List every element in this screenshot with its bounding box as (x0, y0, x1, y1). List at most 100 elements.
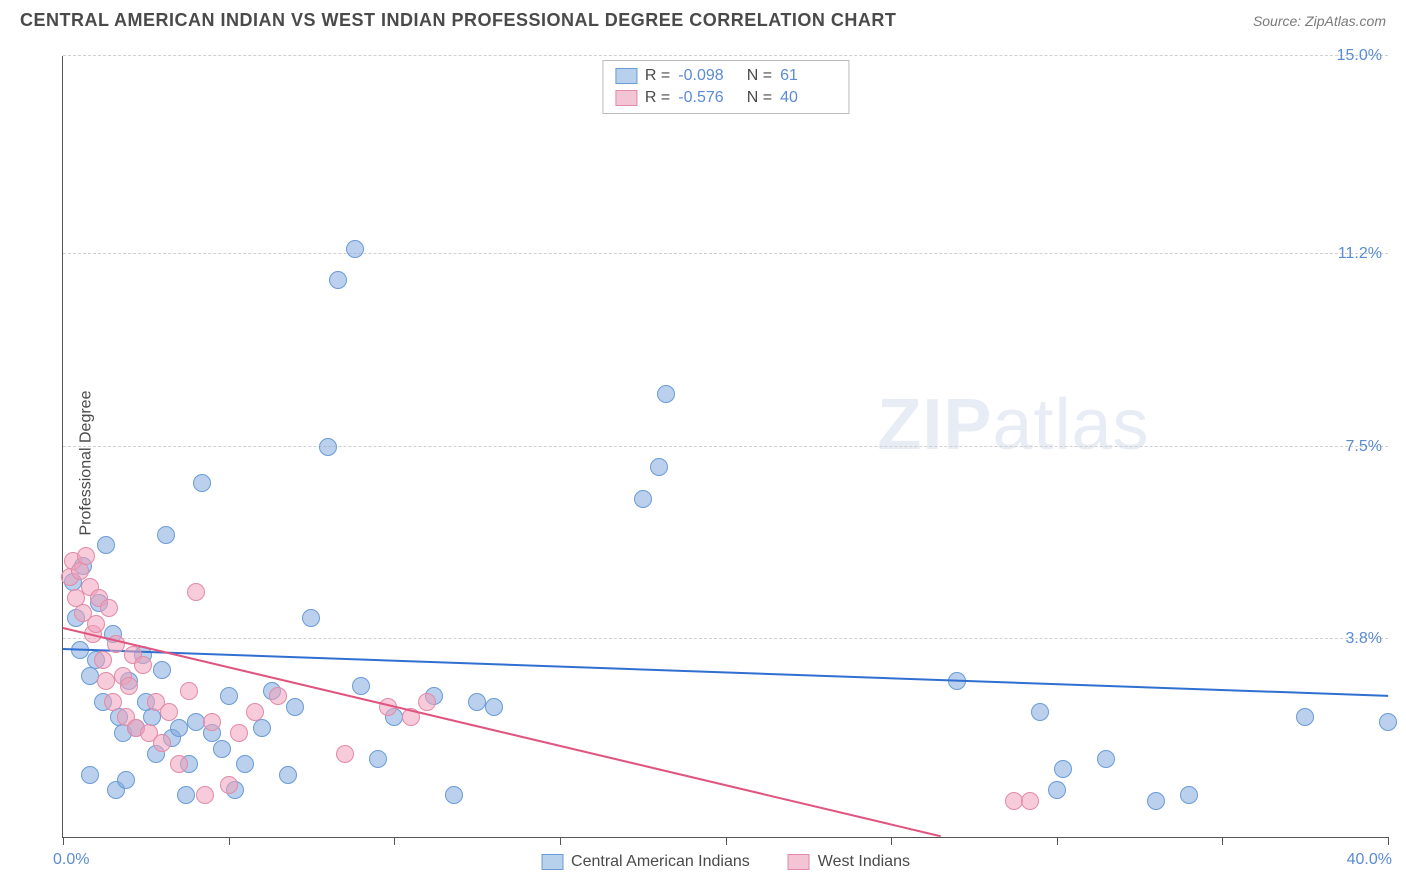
data-point (196, 786, 214, 804)
data-point (170, 755, 188, 773)
data-point (81, 766, 99, 784)
data-point (418, 693, 436, 711)
data-point (97, 672, 115, 690)
data-point (279, 766, 297, 784)
chart-area: Professional Degree ZIPatlas R = -0.098 … (20, 46, 1388, 880)
data-point (1180, 786, 1198, 804)
data-point (177, 786, 195, 804)
watermark-atlas: atlas (992, 385, 1149, 465)
x-tick (560, 837, 561, 845)
gridline (63, 55, 1388, 56)
x-axis-max-label: 40.0% (1347, 851, 1392, 869)
x-tick (1057, 837, 1058, 845)
x-tick (726, 837, 727, 845)
y-tick-label: 3.8% (1346, 630, 1382, 648)
watermark: ZIPatlas (877, 384, 1149, 466)
data-point (1147, 792, 1165, 810)
data-point (1296, 708, 1314, 726)
stat-n-label: N = (742, 67, 772, 85)
data-point (236, 755, 254, 773)
stat-n-label: N = (742, 89, 772, 107)
legend-item: Central American Indians (541, 853, 750, 871)
legend-label: West Indians (818, 853, 910, 871)
header: CENTRAL AMERICAN INDIAN VS WEST INDIAN P… (0, 0, 1406, 37)
x-tick (229, 837, 230, 845)
data-point (302, 609, 320, 627)
data-point (319, 438, 337, 456)
data-point (1379, 713, 1397, 731)
legend-label: Central American Indians (571, 853, 750, 871)
stat-r-value: -0.098 (678, 67, 734, 85)
data-point (94, 651, 112, 669)
x-tick (394, 837, 395, 845)
data-point (650, 458, 668, 476)
data-point (253, 719, 271, 737)
plot-region: ZIPatlas R = -0.098 N = 61R = -0.576 N =… (62, 56, 1388, 838)
legend-swatch (541, 854, 563, 870)
trend-line (63, 627, 941, 837)
data-point (1005, 792, 1023, 810)
data-point (246, 703, 264, 721)
legend-swatch (615, 68, 637, 84)
data-point (100, 599, 118, 617)
data-point (657, 385, 675, 403)
source-name: ZipAtlas.com (1305, 13, 1386, 29)
x-tick (1222, 837, 1223, 845)
data-point (97, 536, 115, 554)
x-tick (891, 837, 892, 845)
data-point (81, 667, 99, 685)
data-point (352, 677, 370, 695)
data-point (157, 526, 175, 544)
source-prefix: Source: (1253, 13, 1305, 29)
data-point (220, 776, 238, 794)
stat-row: R = -0.576 N = 40 (615, 87, 836, 109)
data-point (180, 682, 198, 700)
data-point (230, 724, 248, 742)
data-point (1054, 760, 1072, 778)
data-point (117, 771, 135, 789)
x-tick (63, 837, 64, 845)
stat-r-label: R = (645, 89, 670, 107)
data-point (87, 615, 105, 633)
data-point (187, 713, 205, 731)
data-point (77, 547, 95, 565)
legend-bottom: Central American Indians West Indians (541, 853, 910, 871)
data-point (220, 687, 238, 705)
data-point (1031, 703, 1049, 721)
stat-row: R = -0.098 N = 61 (615, 65, 836, 87)
data-point (336, 745, 354, 763)
data-point (153, 734, 171, 752)
gridline (63, 253, 1388, 254)
watermark-zip: ZIP (877, 385, 992, 465)
stats-legend-box: R = -0.098 N = 61R = -0.576 N = 40 (602, 60, 849, 114)
stat-n-value: 61 (780, 67, 836, 85)
data-point (1021, 792, 1039, 810)
legend-item: West Indians (788, 853, 910, 871)
y-tick-label: 15.0% (1337, 47, 1382, 65)
data-point (193, 474, 211, 492)
data-point (160, 703, 178, 721)
y-tick-label: 11.2% (1338, 245, 1382, 263)
data-point (203, 713, 221, 731)
data-point (369, 750, 387, 768)
stat-r-value: -0.576 (678, 89, 734, 107)
data-point (468, 693, 486, 711)
x-tick (1388, 837, 1389, 845)
data-point (634, 490, 652, 508)
data-point (104, 693, 122, 711)
source-label: Source: ZipAtlas.com (1253, 13, 1386, 29)
data-point (153, 661, 171, 679)
data-point (213, 740, 231, 758)
gridline (63, 446, 1388, 447)
data-point (346, 240, 364, 258)
data-point (445, 786, 463, 804)
data-point (134, 656, 152, 674)
data-point (1097, 750, 1115, 768)
gridline (63, 638, 1388, 639)
legend-swatch (615, 90, 637, 106)
chart-title: CENTRAL AMERICAN INDIAN VS WEST INDIAN P… (20, 10, 896, 31)
data-point (120, 677, 138, 695)
data-point (170, 719, 188, 737)
data-point (187, 583, 205, 601)
data-point (1048, 781, 1066, 799)
